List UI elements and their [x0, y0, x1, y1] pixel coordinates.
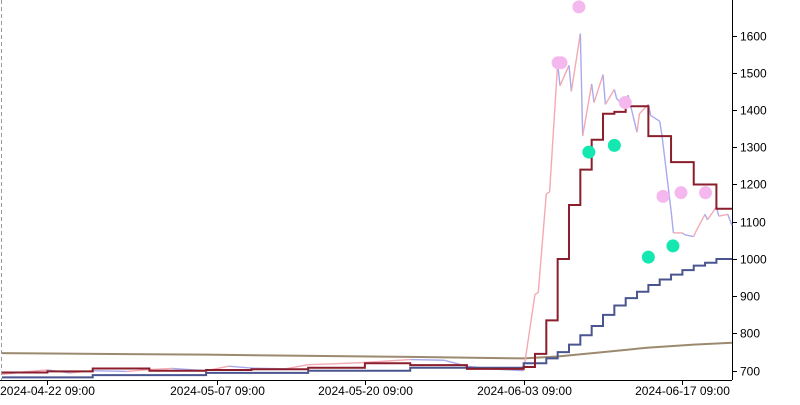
price-segment: [568, 65, 573, 92]
x-tick-label: 2024-06-03 09:00: [477, 384, 572, 398]
trough-marker: [666, 239, 680, 253]
price-segment: [126, 368, 150, 373]
y-tick-label: 1300: [740, 141, 767, 155]
price-segment: [613, 89, 618, 99]
price-segment: [661, 135, 672, 211]
price-segment: [92, 369, 127, 373]
price-segment: [534, 291, 539, 295]
price-segment: [602, 74, 607, 105]
price-segment: [308, 363, 331, 366]
price-segment: [387, 358, 411, 362]
slow-moving-average-line: [1, 341, 733, 360]
x-tick-label: 2024-05-20 09:00: [318, 384, 413, 398]
x-tick-label: 2024-06-17 09:00: [635, 384, 730, 398]
marker-layer: [551, 0, 713, 264]
series-layer: [1, 33, 733, 379]
y-tick-label: 1000: [740, 253, 767, 267]
y-tick-label: 1600: [740, 30, 767, 44]
peak-marker: [656, 189, 670, 203]
price-segment: [593, 74, 604, 103]
price-segment: [522, 294, 536, 371]
price-segment: [684, 234, 694, 238]
peak-marker: [618, 96, 632, 110]
price-segment: [695, 213, 706, 232]
peak-marker: [554, 56, 568, 70]
axes: [0, 0, 737, 385]
price-segment: [579, 33, 584, 137]
price-segment: [681, 232, 686, 236]
y-tick-label: 800: [740, 327, 760, 341]
y-tick-label: 1100: [740, 216, 766, 230]
price-segment: [706, 206, 717, 221]
price-segment: [582, 83, 593, 137]
x-tick-label: 2024-04-22 09:00: [0, 384, 95, 398]
peak-marker: [699, 186, 713, 200]
trough-marker: [641, 250, 655, 264]
price-segment: [650, 114, 661, 122]
price-segment: [570, 33, 582, 92]
peak-marker: [674, 186, 688, 200]
trough-marker: [607, 138, 621, 152]
peak-marker: [572, 0, 586, 14]
price-segment: [548, 63, 559, 192]
price-segment: [24, 369, 48, 373]
price-segment: [718, 213, 728, 217]
price-segment: [149, 367, 173, 371]
tick-label-layer: 700 800 900 1000 1100 1200 1300 1400 1500 1600 202…: [0, 30, 767, 399]
price-segment: [604, 89, 615, 105]
price-segment: [545, 191, 550, 195]
y-tick-label: 1200: [740, 178, 767, 192]
price-segment: [410, 358, 445, 361]
mid-step-line: [2, 257, 732, 379]
y-tick-label: 1500: [740, 67, 767, 81]
price-segment: [693, 230, 697, 237]
price-segment: [659, 121, 663, 137]
price-segment: [559, 65, 570, 87]
price-segment: [636, 113, 641, 133]
x-tick-label: 2024-05-07 09:00: [170, 384, 265, 398]
y-tick-label: 900: [740, 290, 760, 304]
price-segment: [590, 83, 595, 103]
price-segment: [330, 361, 365, 365]
y-tick-label: 1400: [740, 104, 767, 118]
price-segment: [670, 210, 675, 233]
trough-marker: [582, 145, 596, 159]
price-segment: [704, 214, 709, 221]
price-segment: [228, 365, 252, 369]
price-segment: [537, 193, 548, 293]
price-segment: [727, 214, 733, 226]
fast-step-line: [2, 105, 732, 374]
y-tick-label: 700: [740, 365, 760, 379]
price-segment: [285, 364, 309, 370]
